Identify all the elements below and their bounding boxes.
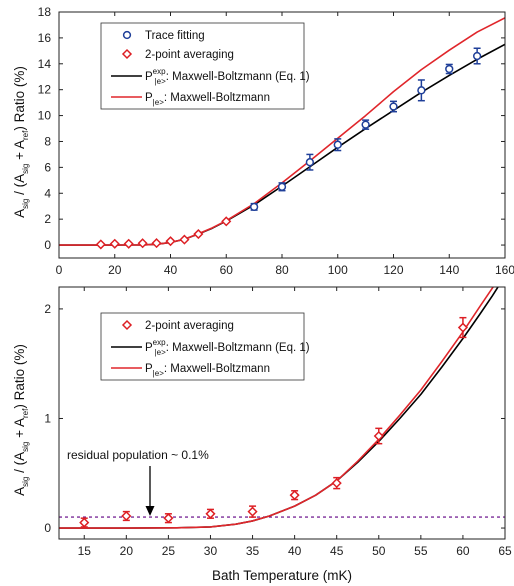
top-y-tick-label: 6 [44, 160, 51, 174]
top-x-tick-label: 60 [220, 263, 234, 277]
top-y-axis-label: Asig / (Asig + Aref) Ratio (%) [12, 66, 30, 218]
top-y-tick-label: 2 [44, 212, 51, 226]
bottom-avg-point [373, 430, 384, 442]
top-x-tick-label: 40 [164, 263, 178, 277]
bottom-chart: 15 20 25 30 35 40 45 50 55 60 65 0 1 2 residual popul… [12, 286, 512, 583]
top-chart-axes: 0 20 40 60 80 100 120 140 160 0 2 4 6 8 10 12 14 16 18 [38, 5, 514, 277]
top-trace-point [445, 64, 454, 74]
annotation-arrow-head [145, 506, 155, 516]
top-avg-point [165, 236, 176, 247]
top-chart: 0 20 40 60 80 100 120 140 160 0 2 4 6 8 10 12 14 16 18 Asi… [12, 5, 514, 277]
top-trace-point [249, 202, 259, 212]
legend-mb-label: P|e>: Maxwell-Boltzmann [145, 92, 270, 107]
top-x-tick-label: 160 [495, 263, 514, 277]
legend2-avg-marker [121, 319, 133, 331]
top-avg-point [137, 238, 148, 249]
top-x-tick-label: 100 [328, 263, 348, 277]
bottom-avg-point [289, 490, 300, 501]
bottom-plot-frame [58, 286, 506, 540]
bottom-x-tick-label: 40 [288, 544, 302, 558]
top-x-tick-label: 20 [108, 263, 122, 277]
top-x-tick-label: 120 [383, 263, 403, 277]
bottom-x-tick-label: 30 [204, 544, 218, 558]
legend-mb-exp-label: Pexp |e>: Maxwell-Boltzmann (Eq. 1) [145, 67, 310, 86]
top-plot-frame [58, 11, 506, 259]
legend-avg-label: 2-point averaging [145, 49, 234, 61]
top-trace-point [277, 182, 287, 191]
bottom-legend: 2-point averaging Pexp |e>: Maxwell-Boltz… [100, 312, 310, 381]
top-trace-point [305, 158, 315, 167]
top-legend: Trace fitting 2-point averaging Pexp |e>:… [100, 22, 310, 110]
bottom-chart-axes: 15 20 25 30 35 40 45 50 55 60 65 0 1 2 [44, 287, 512, 558]
bottom-x-tick-label: 25 [162, 544, 176, 558]
top-chart-points [95, 47, 482, 250]
bottom-avg-point [247, 506, 258, 517]
top-avg-point [123, 238, 134, 249]
bottom-avg-point [163, 513, 174, 524]
top-y-tick-label: 0 [44, 238, 51, 252]
legend2-avg-label: 2-point averaging [145, 320, 234, 332]
top-trace-point [361, 120, 370, 129]
bottom-x-tick-label: 45 [330, 544, 344, 558]
top-x-tick-label: 80 [275, 263, 289, 277]
x-axis-label: Bath Temperature (mK) [212, 568, 352, 583]
top-y-tick-label: 4 [44, 186, 51, 200]
top-trace-point [333, 140, 342, 149]
residual-annotation: residual population ~ 0.1% [67, 448, 209, 462]
legend-trace-label: Trace fitting [145, 30, 205, 42]
bottom-y-tick-label: 0 [44, 521, 51, 535]
legend-avg-marker [121, 48, 133, 60]
top-avg-point [193, 228, 204, 240]
bottom-y-axis-label: Asig / (Asig + Aref) Ratio (%) [12, 344, 30, 496]
bottom-x-tick-label: 60 [456, 544, 470, 558]
top-y-tick-label: 8 [44, 134, 51, 148]
top-x-tick-label: 140 [439, 263, 459, 277]
top-trace-point [417, 86, 426, 95]
bottom-avg-point [457, 322, 468, 333]
bottom-x-tick-label: 50 [372, 544, 386, 558]
bottom-chart-points [79, 316, 468, 528]
bottom-avg-point [121, 510, 132, 522]
bottom-x-tick-label: 35 [246, 544, 260, 558]
bottom-avg-point [331, 478, 342, 489]
legend2-mb-label: P|e>: Maxwell-Boltzmann [145, 363, 270, 378]
top-avg-point [95, 239, 106, 250]
top-y-tick-label: 14 [38, 57, 52, 71]
top-y-tick-label: 16 [38, 31, 52, 45]
bottom-x-tick-label: 15 [78, 544, 92, 558]
top-avg-point [109, 238, 120, 249]
top-y-tick-label: 10 [38, 109, 52, 123]
bottom-x-tick-label: 65 [498, 544, 512, 558]
bottom-avg-point [79, 517, 90, 528]
bottom-y-tick-label: 1 [44, 411, 51, 425]
bottom-x-tick-label: 20 [120, 544, 134, 558]
legend2-mb-exp-label: Pexp |e>: Maxwell-Boltzmann (Eq. 1) [145, 338, 310, 357]
top-avg-point [179, 234, 190, 245]
top-x-tick-label: 0 [56, 263, 63, 277]
top-trace-point [472, 51, 482, 61]
top-avg-point [221, 216, 232, 227]
top-y-tick-label: 18 [38, 5, 52, 19]
top-trace-point [389, 102, 398, 111]
bottom-x-tick-label: 55 [414, 544, 428, 558]
top-legend-box [100, 22, 305, 110]
bottom-y-tick-label: 2 [44, 302, 51, 316]
legend-trace-marker [122, 30, 132, 40]
top-y-tick-label: 12 [38, 83, 52, 97]
bottom-avg-point [205, 508, 216, 519]
top-avg-point [151, 238, 162, 249]
